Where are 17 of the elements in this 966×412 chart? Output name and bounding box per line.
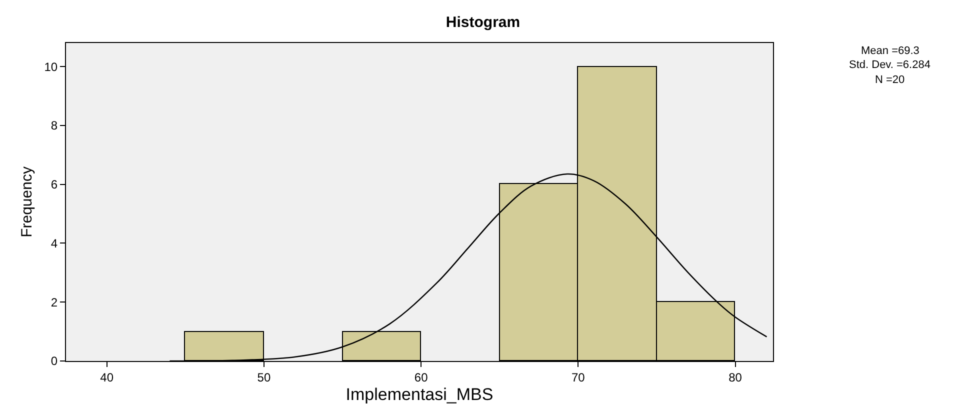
x-tick-label: 70 <box>572 370 586 384</box>
y-axis-title: Frequency <box>18 166 36 238</box>
x-tick-label: 80 <box>728 370 742 384</box>
y-tick-label: 6 <box>50 178 58 192</box>
text: Mean =69.3 <box>861 45 920 57</box>
y-tick-label: 8 <box>50 118 58 133</box>
y-tick-label: 2 <box>50 295 58 310</box>
y-tick-label: 4 <box>50 236 58 250</box>
text: N =20 <box>875 74 905 86</box>
x-tick-label: 50 <box>257 370 271 384</box>
x-axis-title: Implementasi_MBS <box>346 384 494 404</box>
text: Std. Dev. =6.284 <box>849 59 930 71</box>
x-tick-label: 40 <box>100 370 114 384</box>
y-tick-label: 0 <box>50 354 58 368</box>
x-tick-label: 60 <box>414 370 428 384</box>
chart-title: Histogram <box>446 14 520 31</box>
y-tick-label: 10 <box>44 60 58 74</box>
